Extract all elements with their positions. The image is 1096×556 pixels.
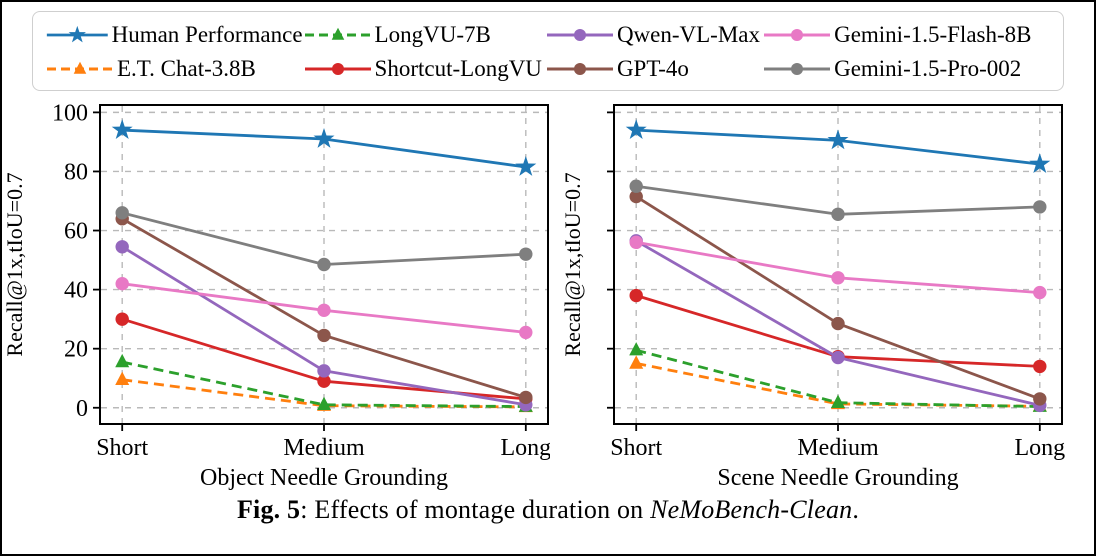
figure-caption: Fig. 5: Effects of montage duration on N… <box>2 495 1094 525</box>
series-marker-gemini-1-5-flash-8b <box>115 276 129 291</box>
x-tick-label: Short <box>610 435 662 461</box>
object-needle-grounding-plot: 0 20 40 60 80 100 Short Medium Long Object Needle… <box>2 100 550 491</box>
series-marker-longvu-7b <box>317 396 331 411</box>
x-tick-label: Long <box>1014 435 1065 461</box>
y-axis-label: Recall@1x,tIoU=0.7 <box>2 172 27 356</box>
legend-label: Qwen-VL-Max <box>616 22 761 47</box>
series-marker-shortcut-longvu <box>115 312 129 326</box>
series-marker-gemini-1-5-pro-002 <box>317 257 331 272</box>
legend-item-human-performance: Human Performance <box>45 20 303 50</box>
series-marker-qwen-vl-max <box>317 364 331 378</box>
series-marker-gemini-1-5-pro-002 <box>115 206 129 220</box>
triangle-marker-icon <box>73 61 87 74</box>
x-tick-label: Medium <box>283 435 365 461</box>
series-marker-gemini-1-5-pro-002 <box>519 247 533 261</box>
legend-label: LongVU-7B <box>374 22 491 47</box>
circle-marker-icon <box>331 62 344 76</box>
series-marker-shortcut-longvu <box>629 288 643 303</box>
series-marker-gemini-1-5-pro-002 <box>629 179 643 193</box>
circle-marker-icon <box>791 62 804 76</box>
series-marker-human-performance <box>827 129 849 150</box>
series-marker-human-performance <box>625 119 647 139</box>
legend-item-gemini-1-5-pro-002: Gemini-1.5-Pro-002 <box>762 54 1055 84</box>
series-marker-gemini-1-5-flash-8b <box>1033 285 1047 300</box>
charts-row: 0 20 40 60 80 100 Short Medium Long Object Needle… <box>2 93 1094 493</box>
y-axis-label: Recall@1x,tIoU=0.7 <box>560 172 585 356</box>
legend-line-sample <box>764 62 831 76</box>
series-marker-gpt-4o <box>1033 392 1047 406</box>
series-marker-gemini-1-5-flash-8b <box>629 235 643 250</box>
series-marker-longvu-7b <box>629 342 644 356</box>
series-marker-qwen-vl-max <box>115 240 129 254</box>
triangle-marker-icon <box>331 27 344 40</box>
legend-label: Human Performance <box>111 22 303 47</box>
y-tick-label: 0 <box>76 396 88 422</box>
x-tick-label: Medium <box>797 435 879 461</box>
caption-period: . <box>852 495 860 524</box>
legend-label: Shortcut-LongVU <box>374 56 542 81</box>
chart-object-needle-grounding: 0 20 40 60 80 100 Short Medium Long Object Needle… <box>2 93 550 493</box>
y-tick-label: 100 <box>52 100 88 126</box>
legend-item-shortcut-longvu: Shortcut-LongVU <box>303 54 545 84</box>
legend-label: GPT-4o <box>616 56 689 81</box>
series-marker-longvu-7b <box>831 394 845 408</box>
x-tick-label: Short <box>96 435 148 461</box>
legend-item-e-t-chat-3-8b: E.T. Chat-3.8B <box>45 54 303 84</box>
series-marker-e-t-chat-3-8b <box>629 355 644 369</box>
series-line-longvu-7b <box>121 360 526 408</box>
legend-line-sample <box>304 62 371 76</box>
legend-line-sample <box>546 28 613 42</box>
series-marker-human-performance <box>313 128 335 148</box>
y-tick-label: 60 <box>64 219 88 245</box>
series-marker-e-t-chat-3-8b <box>115 371 130 385</box>
series-marker-gemini-1-5-pro-002 <box>831 207 845 221</box>
legend-label: Gemini-1.5-Flash-8B <box>834 22 1032 47</box>
y-tick-label: 20 <box>64 337 88 363</box>
series-marker-gpt-4o <box>519 390 533 405</box>
star-marker-icon <box>68 25 86 43</box>
series-marker-gemini-1-5-flash-8b <box>317 303 331 317</box>
series-marker-gpt-4o <box>629 189 643 204</box>
legend-item-longvu-7b: LongVU-7B <box>303 20 545 50</box>
caption-label: Fig. 5 <box>236 495 301 524</box>
legend-label: Gemini-1.5-Pro-002 <box>834 56 1022 81</box>
series-marker-gemini-1-5-pro-002 <box>1033 200 1047 214</box>
series-marker-human-performance <box>515 156 537 176</box>
x-axis-label: Object Needle Grounding <box>200 465 448 491</box>
legend-item-qwen-vl-max: Qwen-VL-Max <box>545 20 762 50</box>
series-marker-human-performance <box>111 119 133 139</box>
scene-needle-grounding-plot: Short Medium Long Scene Needle Grounding Rec… <box>560 104 1065 491</box>
circle-marker-icon <box>573 28 586 42</box>
chart-scene-needle-grounding: Short Medium Long Scene Needle Grounding Rec… <box>550 93 1094 493</box>
x-tick-label: Long <box>500 435 550 461</box>
caption-benchmark-name: NeMoBench-Clean <box>650 495 853 524</box>
series-marker-human-performance <box>1029 153 1051 173</box>
legend-line-sample <box>546 62 613 76</box>
circle-marker-icon <box>573 62 586 76</box>
series-marker-longvu-7b <box>115 353 130 368</box>
legend-line-sample <box>46 25 108 43</box>
x-axis-label: Scene Needle Grounding <box>717 465 958 491</box>
y-tick-label: 40 <box>64 278 88 304</box>
legend-line-sample <box>764 28 831 42</box>
legend-label: E.T. Chat-3.8B <box>117 56 256 81</box>
circle-marker-icon <box>791 28 804 42</box>
series-marker-shortcut-longvu <box>1033 359 1047 374</box>
caption-body: Effects of montage duration on <box>314 495 651 524</box>
caption-separator: : <box>300 495 315 524</box>
series-marker-qwen-vl-max <box>831 350 845 365</box>
legend-line-sample <box>47 61 113 74</box>
series-marker-gemini-1-5-flash-8b <box>831 271 845 285</box>
y-tick-label: 80 <box>64 159 88 185</box>
series-marker-gpt-4o <box>317 328 331 343</box>
legend-line-sample <box>304 27 371 40</box>
series-marker-gpt-4o <box>831 316 845 331</box>
series-marker-gemini-1-5-flash-8b <box>519 325 533 340</box>
series-marker-shortcut-longvu <box>317 374 331 388</box>
legend-item-gpt-4o: GPT-4o <box>545 54 762 84</box>
legend-item-gemini-1-5-flash-8b: Gemini-1.5-Flash-8B <box>762 20 1055 50</box>
chart-legend: Human Performance LongVU-7B Qwen-VL-Max Gem… <box>32 11 1064 91</box>
